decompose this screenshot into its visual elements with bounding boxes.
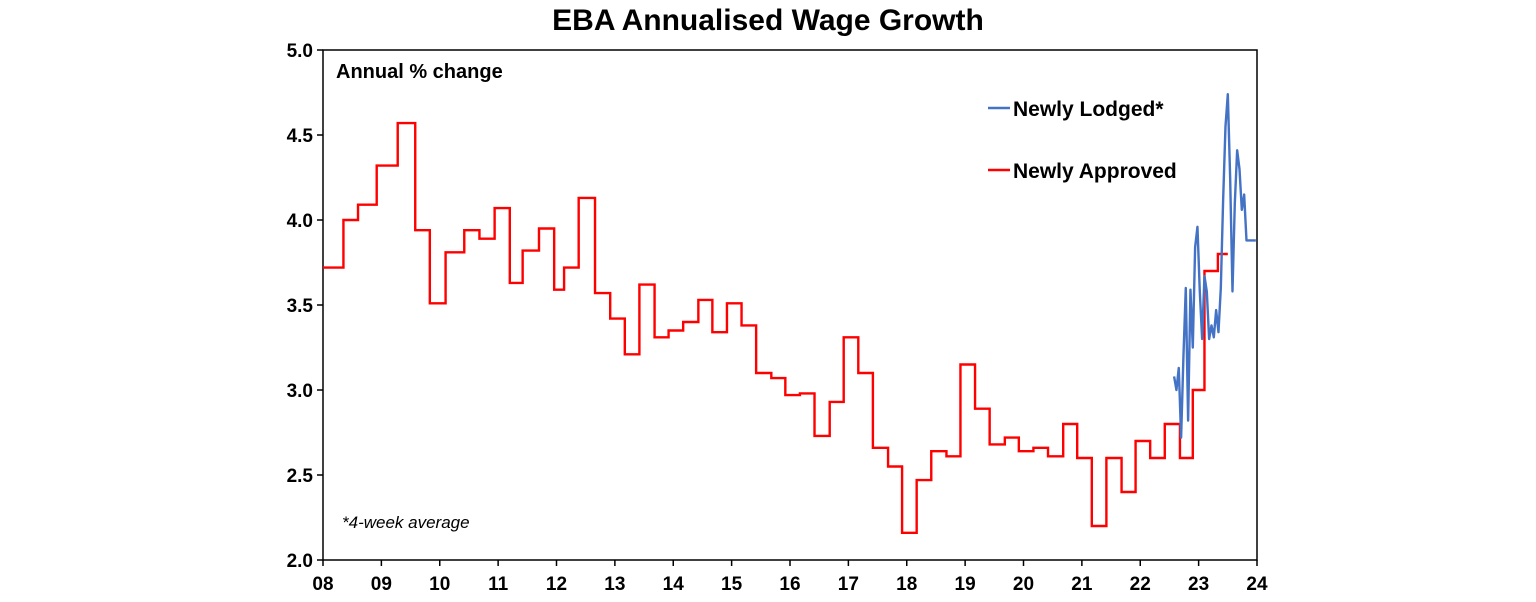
x-tick-label: 17 (838, 574, 859, 595)
series-group (323, 92, 1256, 534)
y-tick-label: 4.5 (287, 126, 314, 147)
x-tick-label: 08 (312, 574, 333, 595)
y-axis-label: Annual % change (336, 61, 503, 83)
y-axis: 2.0 2.5 3.0 3.5 4.0 4.5 5.0 (287, 41, 323, 572)
x-tick-label: 11 (488, 574, 509, 595)
x-tick-label: 20 (1013, 574, 1034, 595)
y-tick-label: 3.5 (287, 296, 314, 317)
x-tick-label: 15 (721, 574, 743, 595)
x-tick-label: 22 (1130, 574, 1151, 595)
y-tick-label: 4.0 (287, 211, 313, 232)
legend-label-newly-approved: Newly Approved (1013, 160, 1177, 183)
plot-area (322, 49, 1258, 561)
y-tick-label: 2.5 (287, 466, 314, 487)
legend: Newly Lodged* Newly Approved (988, 98, 1177, 183)
series-line-newly-lodged (1172, 92, 1256, 439)
y-tick-label: 3.0 (287, 381, 313, 402)
footnote: *4-week average (342, 513, 470, 532)
x-tick-label: 16 (779, 574, 800, 595)
x-axis: 08 09 10 11 12 13 14 15 16 17 18 19 20 21 22 23 24 (312, 560, 1268, 595)
x-tick-label: 12 (546, 574, 567, 595)
x-tick-label: 21 (1071, 574, 1093, 595)
legend-label-newly-lodged: Newly Lodged* (1013, 98, 1164, 121)
x-tick-label: 23 (1188, 574, 1209, 595)
y-tick-label: 5.0 (287, 41, 313, 62)
x-tick-label: 14 (663, 574, 685, 595)
x-tick-label: 18 (896, 574, 917, 595)
x-tick-label: 13 (604, 574, 625, 595)
series-line-newly-approved (323, 121, 1228, 534)
x-tick-label: 19 (955, 574, 976, 595)
x-tick-label: 10 (429, 574, 450, 595)
chart-title: EBA Annualised Wage Growth (552, 4, 984, 37)
y-tick-label: 2.0 (287, 551, 313, 572)
x-tick-label: 24 (1246, 574, 1268, 595)
x-tick-label: 09 (371, 574, 392, 595)
